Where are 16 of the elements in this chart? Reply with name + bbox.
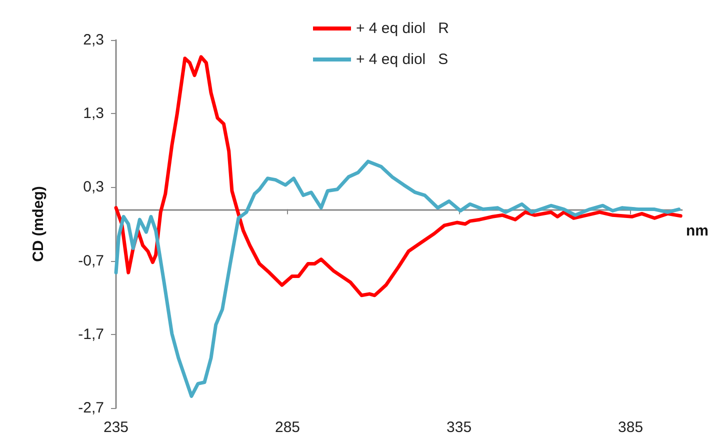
x-tick-label: 285 xyxy=(275,419,300,436)
y-tick-label: 1,3 xyxy=(83,105,104,122)
x-axis-title: nm xyxy=(686,222,708,240)
y-tick-label: -2,7 xyxy=(78,400,104,416)
x-tick-label: 385 xyxy=(618,419,644,436)
y-axis-title: CD (mdeg) xyxy=(30,186,47,262)
legend-label: + 4 eq diol R xyxy=(356,20,450,37)
line-series xyxy=(114,55,682,298)
line-series xyxy=(114,160,681,398)
y-tick-label: 0,3 xyxy=(83,178,104,196)
x-tick-label: 335 xyxy=(446,419,472,436)
legend-label: + 4 eq diol S xyxy=(356,51,448,68)
y-tick-label: -0,7 xyxy=(78,252,104,270)
y-tick-label: 2,3 xyxy=(83,32,104,48)
x-tick-label: 235 xyxy=(103,419,129,436)
y-tick-label: -1,7 xyxy=(78,326,104,343)
